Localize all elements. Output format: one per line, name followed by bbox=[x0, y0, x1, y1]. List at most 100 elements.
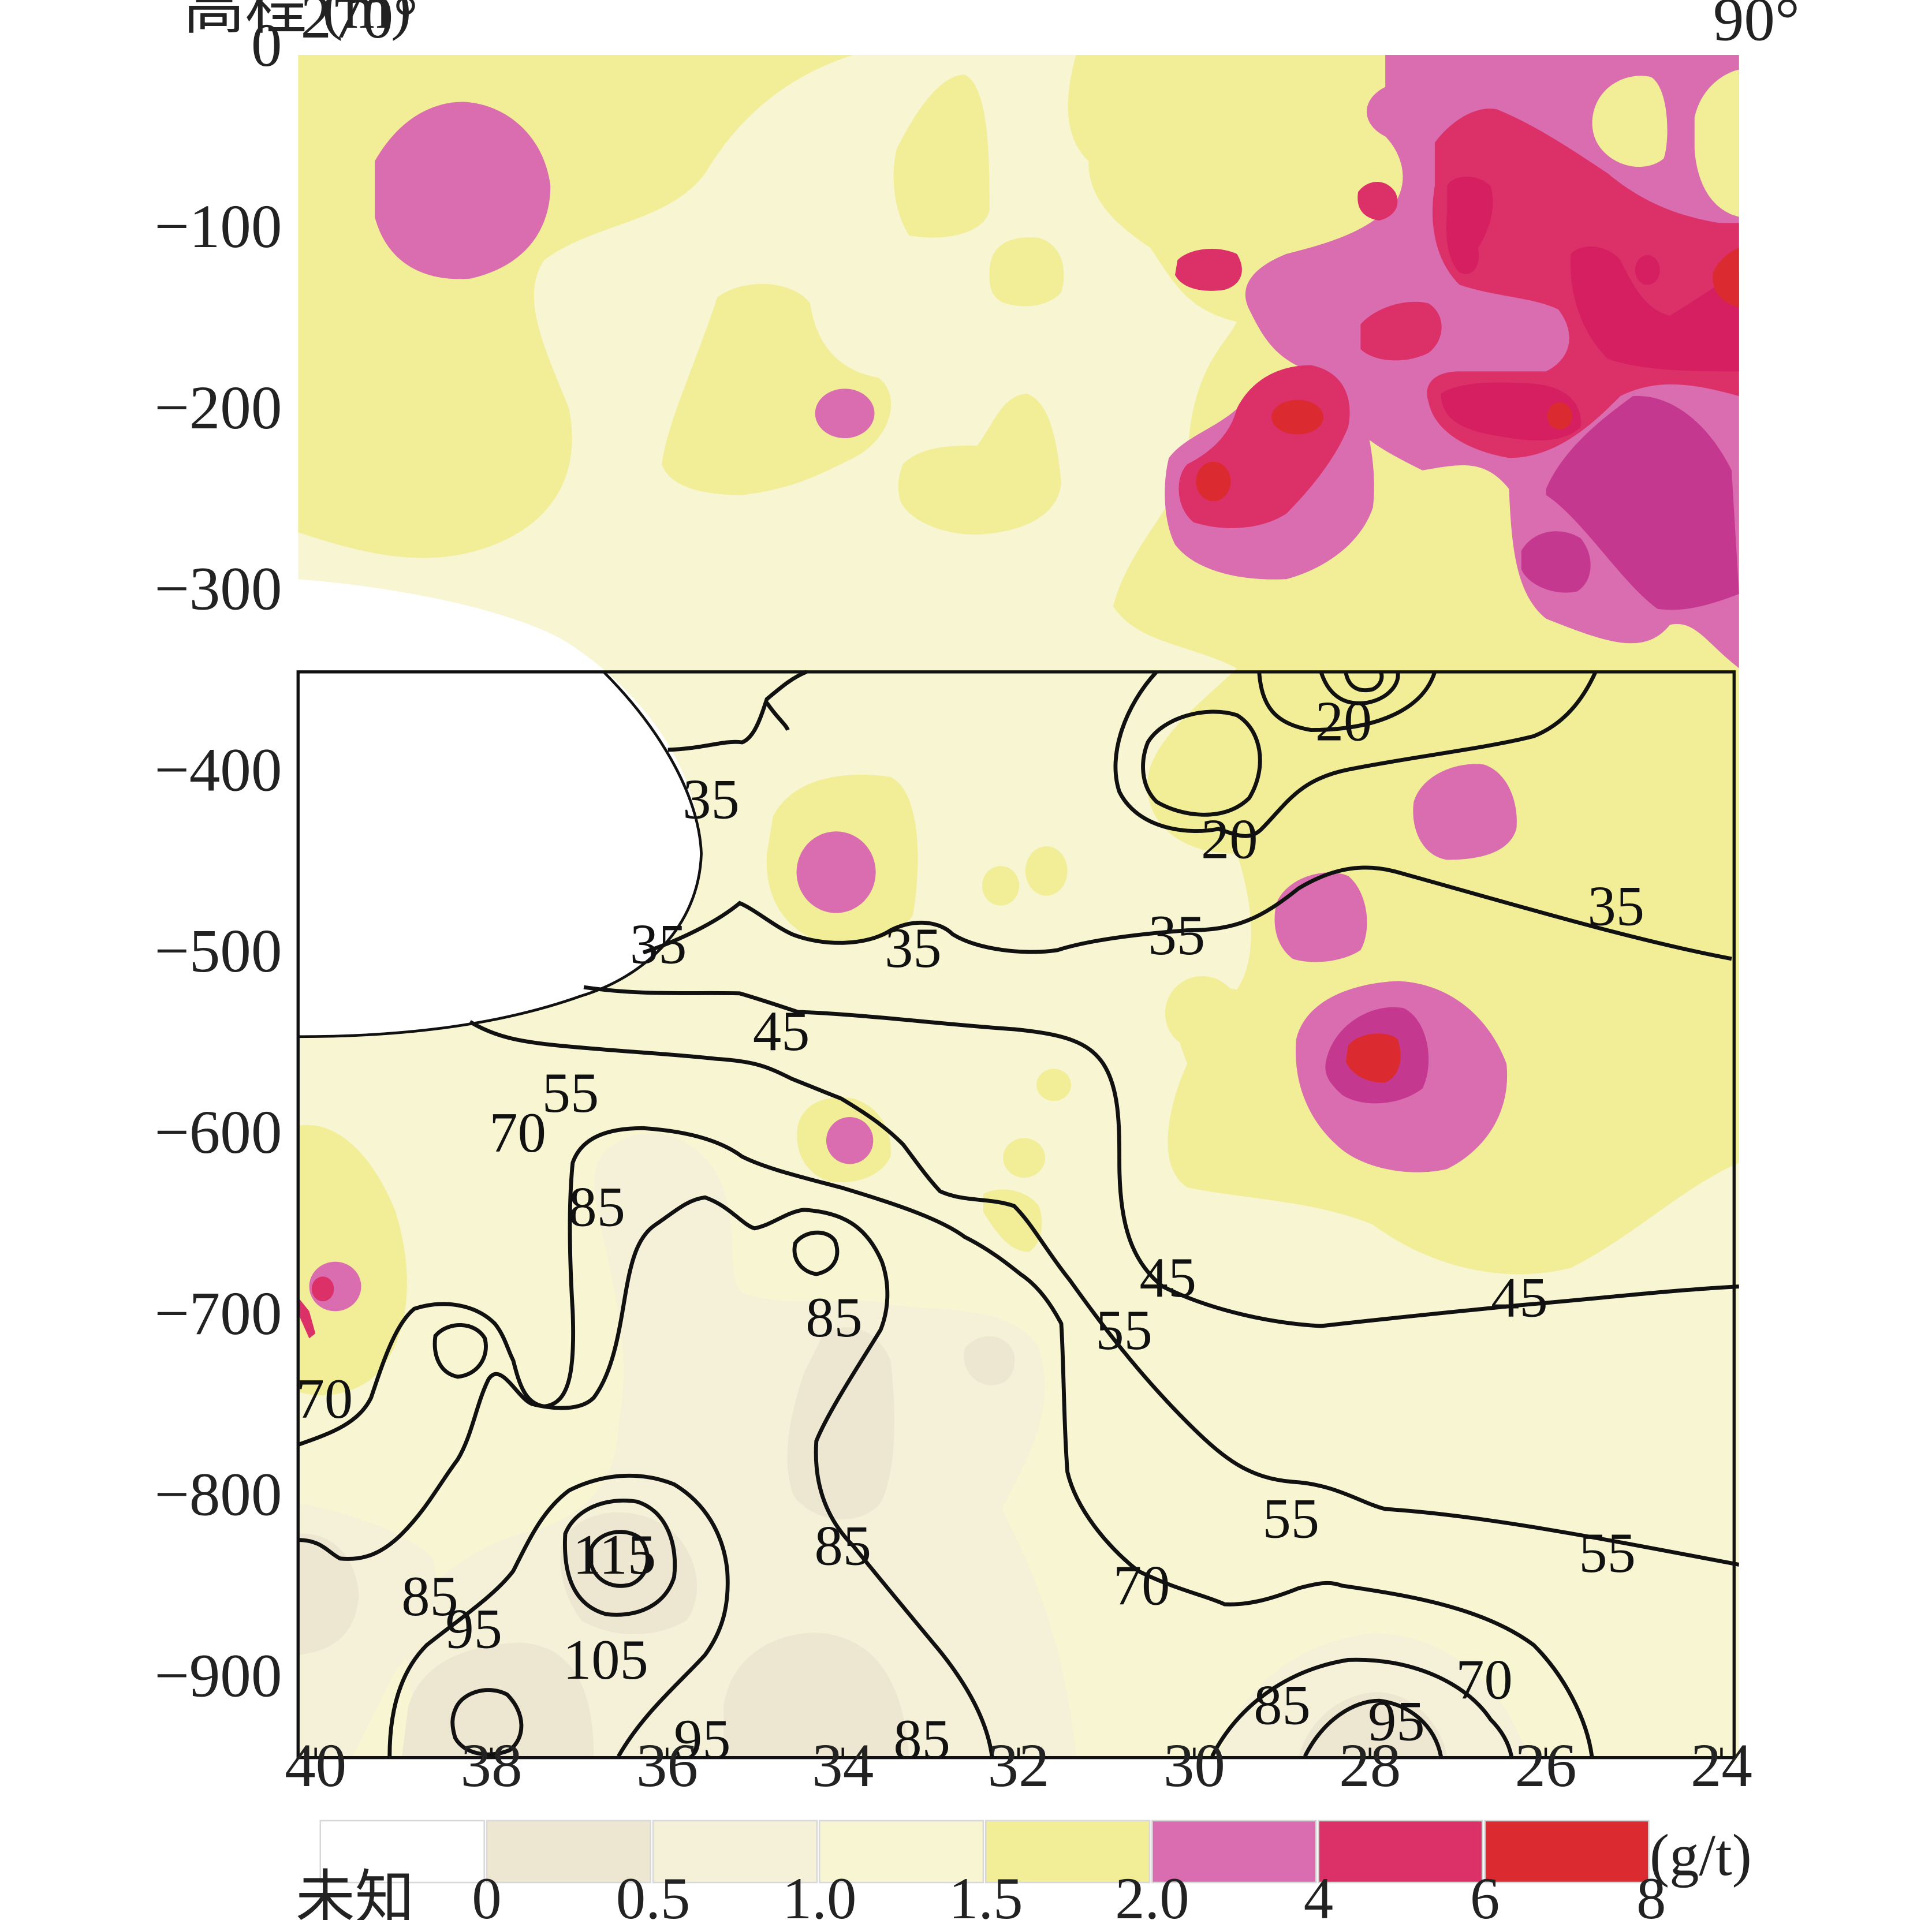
contour-label: 85 bbox=[401, 1565, 458, 1628]
contour-line-85 bbox=[298, 1195, 994, 1757]
zone-2.0-4 bbox=[375, 102, 551, 279]
legend-unknown-label: 未知 bbox=[296, 1866, 415, 1920]
zone-1.5-2.0 bbox=[983, 1189, 1042, 1252]
contour-line-70 bbox=[298, 1126, 1594, 1757]
zone-1.5-2.0 bbox=[989, 237, 1064, 307]
legend-unit: (g/t) bbox=[1650, 1822, 1752, 1888]
corner-label-right: 90° bbox=[1713, 0, 1800, 54]
y-tick-label: −300 bbox=[154, 555, 282, 623]
zone-6-8 bbox=[1271, 399, 1324, 435]
contour-label: 45 bbox=[1491, 1266, 1548, 1329]
y-tick-label: 0 bbox=[251, 12, 282, 80]
zone-4-6 bbox=[299, 1298, 316, 1339]
contour-line-layer bbox=[298, 670, 1739, 1758]
contour-line-35 bbox=[667, 670, 807, 752]
zone-1.5-2.0 bbox=[898, 393, 1061, 535]
contour-label: 85 bbox=[893, 1708, 950, 1771]
zone-4-6 bbox=[1357, 182, 1398, 221]
y-tick-label: −500 bbox=[154, 917, 282, 985]
contour-label: 55 bbox=[542, 1062, 599, 1125]
legend-boundary-label: 0.5 bbox=[616, 1866, 691, 1920]
y-axis: 0 −100 −200 −300 −400 −500 −600 −700 −800 −900 bbox=[154, 12, 282, 1710]
legend-swatch bbox=[818, 1820, 984, 1884]
contour-line-45 bbox=[583, 985, 1739, 1328]
contour-line-20 bbox=[1319, 671, 1400, 705]
contour-label: 70 bbox=[1113, 1554, 1170, 1617]
contour-label: 85 bbox=[1254, 1674, 1311, 1736]
lower-panel-frame bbox=[296, 670, 1736, 1760]
contour-label: 115 bbox=[573, 1523, 656, 1586]
contour-label: 85 bbox=[568, 1176, 625, 1239]
contour-label: 70 bbox=[1456, 1649, 1513, 1712]
contour-label: 70 bbox=[296, 1368, 353, 1430]
legend-swatch bbox=[1318, 1820, 1483, 1884]
zone-2.0-4 bbox=[815, 389, 875, 439]
contour-line-20 bbox=[1257, 671, 1437, 732]
corner-label-left: 270° bbox=[301, 0, 418, 51]
y-axis-title: 高程 (m) bbox=[183, 0, 412, 42]
contour-label: 105 bbox=[563, 1628, 648, 1691]
contour-line-55 bbox=[469, 1020, 1739, 1567]
contour-line-35 bbox=[765, 701, 790, 731]
x-tick-label: 28 bbox=[1339, 1732, 1401, 1800]
contour-line-85 bbox=[792, 1230, 840, 1276]
contour-label: 35 bbox=[1148, 904, 1206, 967]
contour-label: 95 bbox=[1368, 1690, 1425, 1753]
zone-2.0-4 bbox=[796, 831, 876, 913]
legend-swatch bbox=[652, 1820, 818, 1884]
zone-1.5-2.0 bbox=[1025, 846, 1068, 896]
zone-1.5-2.0 bbox=[1592, 76, 1668, 167]
x-tick-label: 26 bbox=[1515, 1732, 1577, 1800]
zone-2.0-4 bbox=[1274, 872, 1367, 962]
contour-line-35 bbox=[642, 865, 1732, 961]
legend-boundary-label: 8 bbox=[1636, 1866, 1666, 1920]
contour-label: 35 bbox=[1588, 875, 1645, 938]
contour-line-105 bbox=[563, 1498, 677, 1617]
grade-fill-layer bbox=[298, 54, 1739, 1759]
unknown-area-boundary bbox=[298, 671, 703, 1039]
legend-swatch bbox=[984, 1820, 1151, 1884]
zone-0-0.5 bbox=[723, 1633, 909, 1757]
zone-4-6 bbox=[1635, 255, 1660, 285]
y-tick-label: −700 bbox=[154, 1280, 282, 1348]
zone-2.0-4 bbox=[1413, 764, 1517, 860]
contour-line-95 bbox=[1303, 1698, 1443, 1758]
contour-line-35 bbox=[1113, 670, 1598, 838]
contour-label: 35 bbox=[885, 917, 942, 980]
legend-boundary-label: 2.0 bbox=[1115, 1866, 1189, 1920]
contour-label: 55 bbox=[1263, 1487, 1320, 1550]
zone-2.0-4 bbox=[826, 1117, 874, 1164]
zone-1.5-2.0 bbox=[1694, 69, 1739, 217]
legend-boundary-label: 1.5 bbox=[949, 1866, 1023, 1920]
zone-4-6 bbox=[1441, 382, 1582, 441]
legend-boundary-label: 0 bbox=[472, 1866, 501, 1920]
legend-swatch bbox=[1484, 1820, 1650, 1884]
y-tick-label: −600 bbox=[154, 1099, 282, 1167]
legend-swatch bbox=[486, 1820, 652, 1884]
y-tick-label: −200 bbox=[154, 374, 282, 442]
zone-0-0.5 bbox=[298, 1533, 359, 1655]
legend-swatch bbox=[1151, 1820, 1317, 1884]
zone-4-6 bbox=[1175, 248, 1242, 291]
x-axis: 40 38 36 34 32 30 28 26 24 bbox=[285, 1732, 1752, 1800]
zone-6-8 bbox=[1196, 461, 1231, 502]
zone-0-0.5 bbox=[964, 1336, 1015, 1385]
contour-label: 85 bbox=[805, 1286, 863, 1349]
contour-label: 95 bbox=[674, 1708, 731, 1771]
contour-line-85 bbox=[1210, 1657, 1514, 1758]
contour-line-95 bbox=[387, 1473, 730, 1758]
contour-line-85 bbox=[432, 1323, 488, 1379]
contour-label: 20 bbox=[1201, 808, 1258, 871]
contour-label: 55 bbox=[1579, 1522, 1636, 1585]
y-tick-label: −400 bbox=[154, 736, 282, 804]
y-tick-label: −100 bbox=[154, 193, 282, 261]
zone-0-0.5 bbox=[787, 1327, 894, 1520]
zone-0-0.5 bbox=[402, 1642, 594, 1757]
zone-4-6 bbox=[1446, 176, 1493, 274]
contour-line-20 bbox=[1141, 709, 1262, 817]
zone-2.0-4 bbox=[1546, 395, 1739, 610]
zone-4-6 bbox=[311, 1276, 334, 1302]
zone-1.5-2.0 bbox=[662, 283, 892, 495]
